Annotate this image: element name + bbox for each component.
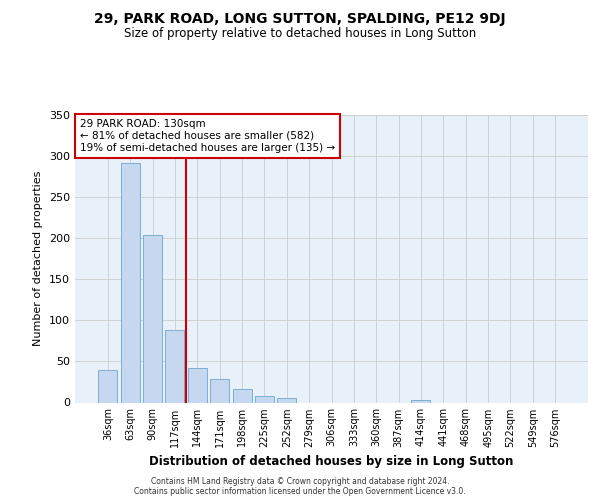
Text: Size of property relative to detached houses in Long Sutton: Size of property relative to detached ho…: [124, 28, 476, 40]
Bar: [210, 378, 229, 402]
Bar: [233, 388, 251, 402]
Bar: [412, 400, 430, 402]
Bar: [121, 164, 140, 402]
Text: 29, PARK ROAD, LONG SUTTON, SPALDING, PE12 9DJ: 29, PARK ROAD, LONG SUTTON, SPALDING, PE…: [94, 12, 506, 26]
Text: 29 PARK ROAD: 130sqm
← 81% of detached houses are smaller (582)
19% of semi-deta: 29 PARK ROAD: 130sqm ← 81% of detached h…: [80, 120, 335, 152]
Bar: [166, 330, 184, 402]
Text: Contains HM Land Registry data © Crown copyright and database right 2024.
Contai: Contains HM Land Registry data © Crown c…: [134, 476, 466, 496]
Bar: [188, 368, 207, 402]
Y-axis label: Number of detached properties: Number of detached properties: [34, 171, 43, 346]
X-axis label: Distribution of detached houses by size in Long Sutton: Distribution of detached houses by size …: [149, 455, 514, 468]
Bar: [98, 370, 118, 402]
Bar: [143, 235, 162, 402]
Bar: [277, 398, 296, 402]
Bar: [255, 396, 274, 402]
